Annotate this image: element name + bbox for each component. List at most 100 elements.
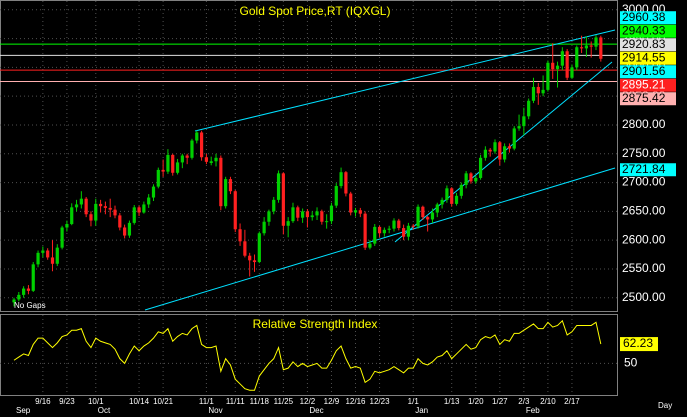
level-box bbox=[620, 65, 676, 79]
month-label: Feb bbox=[526, 406, 540, 415]
candle-body bbox=[387, 228, 391, 230]
level-box bbox=[620, 92, 676, 106]
candle-body bbox=[195, 132, 199, 141]
candle-body bbox=[84, 198, 88, 215]
x-tick-label: 2/17 bbox=[564, 397, 580, 406]
x-tick-label: 1/1 bbox=[408, 397, 420, 406]
candle-body bbox=[305, 211, 310, 218]
candle-body bbox=[522, 116, 526, 127]
candle-body bbox=[320, 211, 324, 222]
level-box bbox=[620, 38, 676, 52]
x-tick-label: 12/2 bbox=[300, 397, 316, 406]
candle-body bbox=[411, 225, 415, 227]
candle-body bbox=[363, 213, 367, 248]
candle-body bbox=[103, 206, 107, 208]
candle-body bbox=[209, 161, 213, 163]
candle-body bbox=[108, 207, 112, 210]
x-tick-label: 12/16 bbox=[345, 397, 366, 406]
candle-body bbox=[171, 154, 175, 173]
candle-body bbox=[161, 169, 165, 172]
candle-body bbox=[151, 186, 156, 198]
candle-body bbox=[185, 155, 189, 158]
candle-body bbox=[50, 257, 55, 264]
candle-body bbox=[26, 288, 31, 291]
candle-body bbox=[123, 227, 127, 236]
x-tick-label: 9/23 bbox=[59, 397, 75, 406]
level-label: 2940.33 bbox=[622, 24, 666, 38]
candle-body bbox=[55, 247, 59, 264]
interval-label: Day bbox=[658, 401, 672, 410]
candle-body bbox=[488, 149, 492, 152]
candle-body bbox=[551, 62, 555, 70]
month-label: Dec bbox=[309, 406, 323, 415]
candle-body bbox=[238, 229, 242, 242]
level-label: 2920.83 bbox=[622, 37, 666, 51]
x-tick-label: 11/1 bbox=[199, 397, 215, 406]
candle-body bbox=[180, 155, 184, 163]
candle-body bbox=[382, 229, 386, 234]
month-label: Oct bbox=[98, 406, 111, 415]
candle-body bbox=[267, 211, 271, 222]
rsi-value-label: 62.23 bbox=[623, 336, 653, 350]
level-label: 2895.21 bbox=[622, 78, 666, 92]
candle-body bbox=[584, 45, 588, 49]
candle-body bbox=[450, 188, 454, 204]
candle-body bbox=[344, 172, 348, 194]
candle-body bbox=[166, 154, 170, 172]
candle-body bbox=[325, 221, 329, 223]
candle-body bbox=[599, 37, 603, 59]
y-tick-label: 2500.00 bbox=[622, 290, 666, 304]
candle-body bbox=[512, 128, 516, 149]
candle-body bbox=[421, 206, 425, 218]
candle-body bbox=[459, 184, 463, 196]
candle-body bbox=[233, 191, 237, 230]
candle-body bbox=[339, 172, 343, 187]
y-tick-label: 2700.00 bbox=[622, 175, 666, 189]
candle-body bbox=[70, 207, 74, 225]
x-tick-label: 10/21 bbox=[153, 397, 174, 406]
candle-body bbox=[12, 299, 16, 303]
x-tick-label: 11/18 bbox=[250, 397, 270, 406]
x-tick-label: 9/16 bbox=[35, 397, 51, 406]
level-label: 2901.56 bbox=[622, 64, 666, 78]
candle-body bbox=[74, 204, 79, 208]
candle-body bbox=[373, 226, 377, 244]
candle-body bbox=[329, 205, 334, 222]
x-tick-label: 10/14 bbox=[129, 397, 150, 406]
y-tick-label: 2750.00 bbox=[622, 146, 666, 160]
month-label: Jan bbox=[415, 406, 428, 415]
candle-body bbox=[402, 228, 406, 237]
candle-body bbox=[435, 204, 439, 213]
x-tick-label: 11/11 bbox=[226, 397, 245, 406]
candle-body bbox=[113, 209, 117, 216]
candle-body bbox=[546, 62, 550, 90]
candle-body bbox=[445, 188, 449, 200]
candle-body bbox=[89, 214, 93, 221]
candle-body bbox=[377, 226, 382, 234]
candle-body bbox=[22, 288, 26, 295]
x-tick-label: 2/3 bbox=[518, 397, 530, 406]
candle-body bbox=[127, 222, 132, 236]
x-tick-label: 1/13 bbox=[444, 397, 460, 406]
candle-body bbox=[474, 177, 478, 182]
x-tick-label: 12/9 bbox=[324, 397, 340, 406]
rsi-value-box bbox=[620, 337, 658, 352]
labels: 2500.00 2550.00 2600.00 2650.00 2700.00 2750.… bbox=[16, 2, 676, 415]
rsi-panel bbox=[0, 314, 618, 396]
candle-body bbox=[589, 45, 593, 47]
candle-body bbox=[536, 86, 540, 94]
candle-body bbox=[132, 207, 136, 223]
candle-body bbox=[517, 126, 521, 129]
candle-body bbox=[430, 212, 435, 220]
candle-body bbox=[575, 47, 579, 68]
candle-body bbox=[349, 193, 353, 213]
candle-body bbox=[252, 260, 257, 263]
candle-body bbox=[478, 157, 483, 178]
candle-body bbox=[310, 215, 314, 218]
candle-body bbox=[286, 221, 290, 226]
candle-body bbox=[36, 252, 40, 265]
candle-body bbox=[142, 204, 146, 213]
candle-body bbox=[579, 47, 584, 49]
candle-body bbox=[276, 173, 281, 200]
